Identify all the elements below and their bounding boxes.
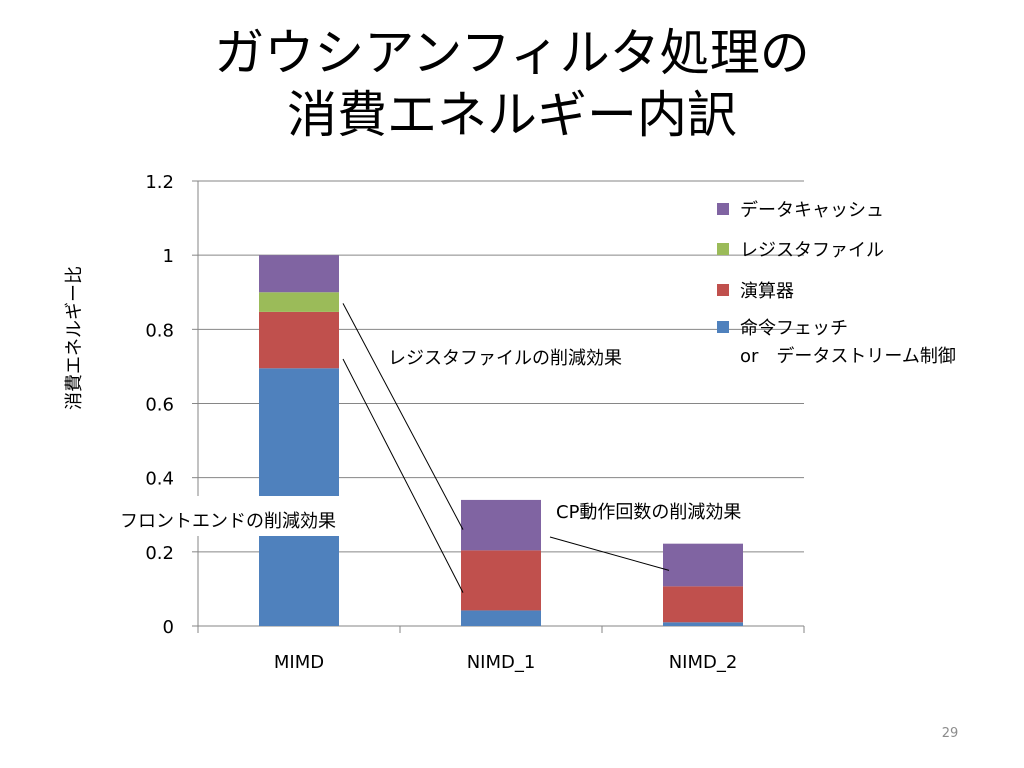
- callout-line: [549, 536, 670, 571]
- bar-segment: [259, 255, 339, 293]
- y-tick-label: 0.8: [145, 320, 174, 341]
- annotation-frontend-box: [116, 496, 392, 536]
- y-tick-label: 0.6: [145, 395, 174, 416]
- y-tick-label: 1.2: [145, 172, 174, 193]
- slide-title: ガウシアンフィルタ処理の 消費エネルギー内訳: [0, 22, 1024, 146]
- annotation-frontend: フロントエンドの削減効果: [120, 511, 336, 532]
- bar-segment: [461, 610, 541, 626]
- x-tick-label: MIMD: [274, 652, 324, 673]
- bar-segment: [663, 586, 743, 623]
- y-tick-label: 0.4: [145, 469, 174, 490]
- bar-segment: [663, 543, 743, 587]
- legend-label: データキャッシュ: [740, 200, 884, 221]
- y-axis-title: 消費エネルギー比: [64, 266, 85, 410]
- bar-segment: [259, 292, 339, 312]
- bar-segment: [259, 311, 339, 369]
- legend-swatch: [717, 243, 729, 255]
- legend-label: レジスタファイル: [740, 240, 884, 261]
- annotation-register-file: レジスタファイルの削減効果: [388, 348, 622, 369]
- x-tick-label: NIMD_2: [669, 652, 738, 673]
- bar-segment: [663, 622, 743, 626]
- bar-segment: [461, 499, 541, 551]
- slide-title-line2: 消費エネルギー内訳: [287, 86, 737, 144]
- legend-label-line2: or データストリーム制御: [740, 346, 956, 367]
- y-tick-label: 0.2: [145, 543, 174, 564]
- x-tick-label: NIMD_1: [467, 652, 536, 673]
- axis-labels: 0 0.2 0.4 0.6 0.8 1 1.2 MIMD NIMD_1 NIMD_2 消費エネルギー…: [64, 172, 737, 673]
- y-tick-label: 1: [163, 246, 174, 267]
- callout-line: [342, 358, 464, 593]
- slide-title-line1: ガウシアンフィルタ処理の: [214, 24, 810, 82]
- bars: [259, 255, 743, 626]
- legend-swatch: [717, 203, 729, 215]
- legend-swatch: [717, 321, 729, 333]
- page-number: 29: [941, 726, 959, 741]
- annotation-cp-count: CP動作回数の削減効果: [556, 502, 741, 523]
- legend-label: 命令フェッチ: [740, 318, 848, 339]
- callout-line: [342, 303, 464, 530]
- legend-swatch: [717, 284, 729, 296]
- legend-label: 演算器: [740, 281, 794, 302]
- bar-segment: [461, 550, 541, 611]
- y-tick-label: 0: [163, 617, 174, 638]
